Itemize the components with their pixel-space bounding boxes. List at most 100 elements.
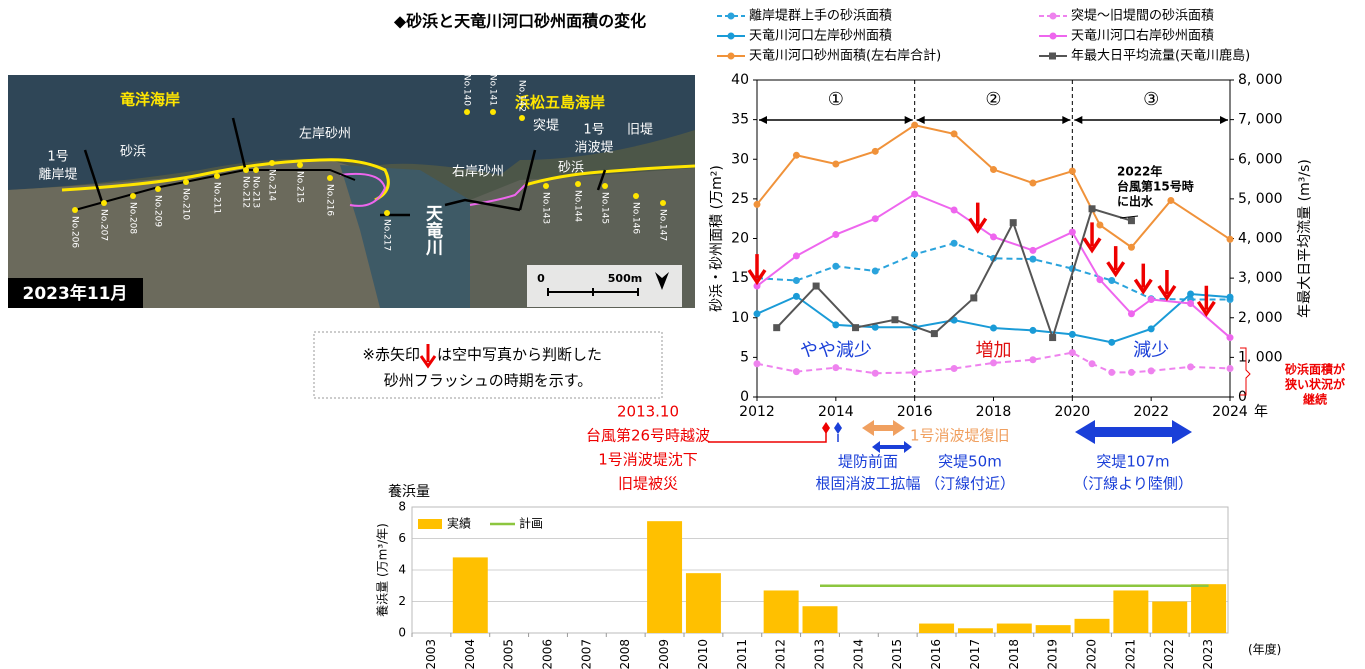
event-arrow: [1075, 420, 1192, 444]
y2-tick-label: 0: [1238, 389, 1247, 405]
station-label: No.146: [631, 202, 641, 234]
map-label: 突堤: [533, 118, 559, 134]
sandbar-outline: [469, 184, 526, 206]
point: [990, 233, 997, 241]
page-title: ◆砂浜と天竜川河口砂州面積の変化: [394, 12, 646, 31]
side-bracket: [1240, 347, 1251, 396]
station-dot: [101, 200, 107, 206]
legend-label: 天竜川河口左岸砂州面積: [749, 29, 892, 44]
event-connector: [708, 430, 827, 443]
point: [1049, 334, 1057, 342]
point: [1068, 330, 1076, 338]
period-label: ②: [985, 89, 1001, 110]
y-tick-label: 20: [731, 231, 749, 247]
point: [792, 368, 800, 376]
y-tick-label: 2: [398, 594, 406, 608]
point: [753, 200, 761, 208]
legend-label: 突堤～旧堤間の砂浜面積: [1071, 8, 1214, 24]
point: [1009, 219, 1017, 227]
scale-bg: [527, 265, 682, 307]
event-text: 台風第26号時越波: [586, 427, 710, 445]
point: [990, 166, 997, 174]
north-arrow: [655, 272, 669, 290]
station-label: No.142: [517, 80, 527, 112]
flush-arrow: [1082, 222, 1102, 254]
bar: [685, 573, 721, 633]
point: [832, 364, 840, 372]
annotation: に出水: [1117, 194, 1154, 209]
point: [950, 364, 958, 372]
x-tick-label: 2023: [1201, 639, 1215, 669]
y-tick-label: 10: [731, 310, 749, 326]
point: [1096, 276, 1104, 284]
event-text: 2013.10: [617, 403, 679, 421]
x-tick-label: 2021: [1123, 639, 1137, 669]
y-tick-label: 6: [398, 531, 406, 545]
river: [340, 165, 470, 308]
point: [1127, 217, 1135, 225]
x-tick-label: 2018: [976, 404, 1012, 420]
y-axis-label: 砂浜・砂州面積 (万m²): [709, 165, 725, 312]
station-dot: [155, 186, 161, 192]
series-line: [756, 351, 1231, 375]
station-dot: [243, 167, 249, 173]
point: [871, 267, 879, 275]
station-label: No.215: [295, 171, 305, 203]
map-label: 離岸堤: [38, 168, 77, 183]
flush-arrow: [1106, 246, 1126, 278]
bar: [647, 521, 683, 633]
map-label: 砂浜: [558, 161, 584, 176]
station-label: No.140: [462, 74, 472, 106]
x-tick-label: 2010: [696, 639, 710, 669]
point: [753, 360, 761, 368]
y2-tick-label: 6, 000: [1238, 151, 1283, 167]
x-tick-label: 2006: [541, 639, 555, 669]
note-text: は空中写真から判断した: [437, 346, 602, 364]
point: [792, 252, 800, 260]
event-arrow: [862, 420, 905, 436]
legend-marker: [1049, 12, 1057, 20]
flush-arrow: [968, 202, 988, 234]
y2-tick-label: 4, 000: [1238, 231, 1283, 247]
x-tick-label: 2020: [1055, 404, 1091, 420]
point: [1226, 364, 1234, 372]
event-marker: [834, 422, 842, 434]
station-dot: [297, 162, 303, 168]
y2-axis-label: 年最大日平均流量 (m³/s): [1297, 159, 1313, 318]
map-label: 天竜川: [422, 205, 444, 257]
legend-label: 年最大日平均流量(天竜川鹿島): [1071, 48, 1250, 64]
point: [1088, 205, 1096, 213]
y2-tick-label: 2, 000: [1238, 310, 1283, 326]
bar: [1113, 590, 1149, 633]
events: 2013.10 台風第26号時越波 1号消波堤沈下 旧堤被災 1号消波堤復旧 堤…: [586, 403, 1193, 493]
y-tick-label: 4: [398, 563, 406, 577]
period-trend: 増加: [976, 340, 1012, 361]
bar: [919, 623, 955, 633]
y-tick-label: 35: [731, 112, 749, 128]
x-tick-label: 2022: [1133, 404, 1169, 420]
x-tick-label: 2003: [424, 639, 438, 669]
point: [832, 231, 840, 239]
shoreline: [524, 164, 696, 187]
scale-bar: [547, 288, 639, 296]
y2-tick-label: 3, 000: [1238, 270, 1283, 286]
station-label: No.209: [153, 195, 163, 227]
series-line: [775, 207, 1132, 341]
x-tick-label: 2008: [618, 639, 632, 669]
event-text: 突堤50m: [938, 453, 1002, 471]
station-label: No.147: [658, 209, 668, 241]
station-dot: [602, 183, 608, 189]
event-text: 突堤107m: [1096, 453, 1169, 471]
map-label: 砂浜: [120, 145, 146, 160]
x-tick-label: 2024: [1212, 404, 1248, 420]
point: [1068, 349, 1076, 357]
point: [911, 250, 919, 258]
point: [930, 330, 938, 338]
map-label: 1号: [583, 123, 604, 138]
map-label: 1号: [47, 150, 68, 165]
x-tick-label: 2019: [1046, 639, 1060, 669]
bar: [1074, 618, 1110, 633]
y-tick-label: 30: [731, 151, 749, 167]
point: [753, 310, 761, 318]
